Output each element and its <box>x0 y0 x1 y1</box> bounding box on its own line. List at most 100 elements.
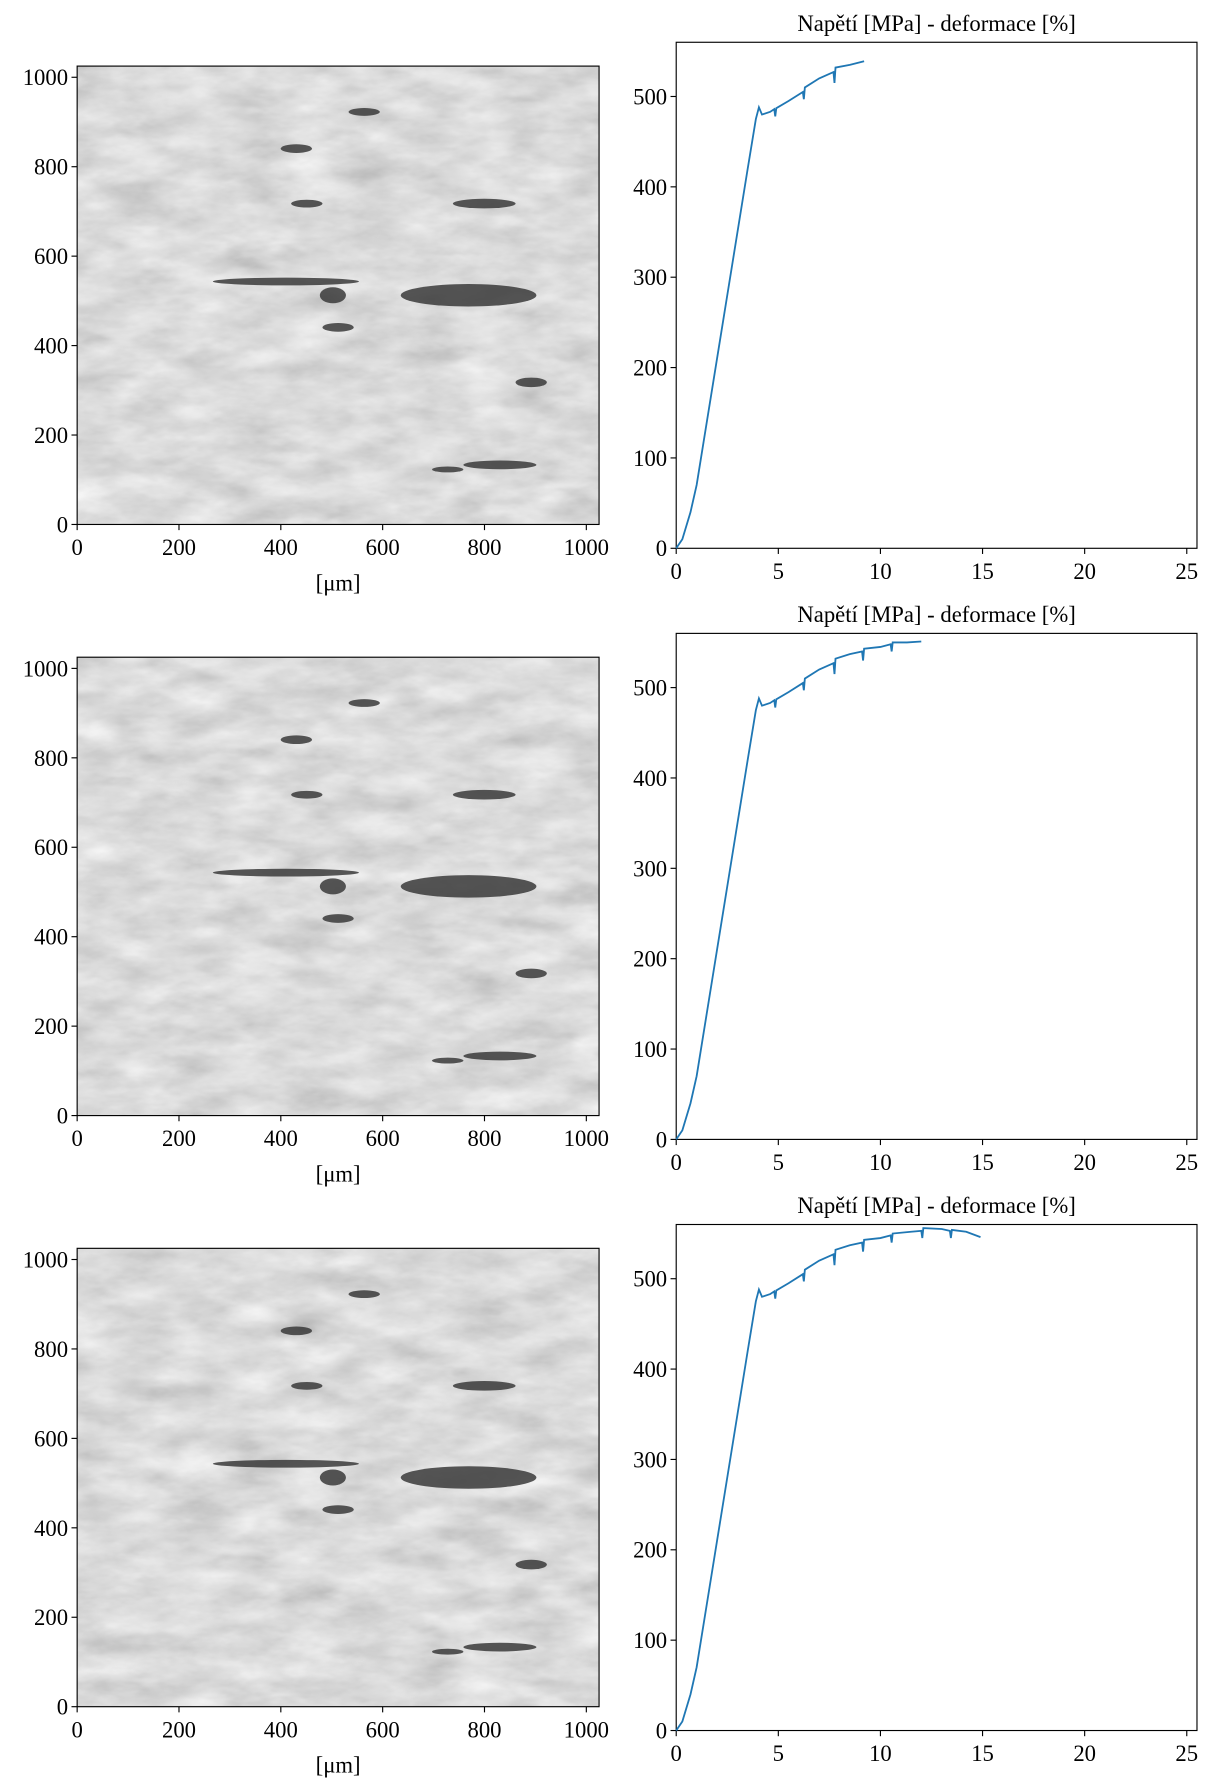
x-tick-label: 0 <box>71 1717 82 1742</box>
pore <box>322 1505 354 1514</box>
y-tick-label: 300 <box>633 1447 667 1472</box>
pore <box>322 914 354 923</box>
pore <box>280 1326 313 1336</box>
pore <box>322 323 354 332</box>
y-tick-label: 400 <box>633 175 667 200</box>
y-tick-label: 200 <box>34 1014 68 1039</box>
x-tick-label: 200 <box>162 535 196 560</box>
y-tick-label: 0 <box>57 512 68 537</box>
x-axis-label: [μm] <box>316 1753 361 1778</box>
y-tick-label: 400 <box>34 925 68 950</box>
x-tick-label: 200 <box>162 1126 196 1151</box>
y-tick-label: 0 <box>656 1127 667 1152</box>
x-tick-label: 10 <box>869 1150 892 1175</box>
x-tick-label: 15 <box>971 1741 994 1766</box>
y-tick-label: 1000 <box>23 656 68 681</box>
pore <box>463 1051 537 1061</box>
y-tick-label: 400 <box>633 1357 667 1382</box>
y-tick-label: 0 <box>57 1104 68 1129</box>
y-tick-label: 0 <box>656 536 667 561</box>
x-tick-label: 0 <box>71 1126 82 1151</box>
x-tick-label: 200 <box>162 1717 196 1742</box>
x-tick-label: 600 <box>366 1126 400 1151</box>
pore <box>212 277 359 286</box>
pore <box>291 790 323 799</box>
pore <box>463 460 537 470</box>
y-tick-label: 800 <box>34 155 68 180</box>
y-tick-label: 400 <box>34 1516 68 1541</box>
x-tick-label: 0 <box>671 1150 682 1175</box>
y-tick-label: 600 <box>34 835 68 860</box>
pore <box>280 735 313 745</box>
pore <box>291 1381 323 1390</box>
axes-frame <box>76 1247 600 1708</box>
x-tick-label: 600 <box>366 1717 400 1742</box>
pore <box>319 878 346 895</box>
x-tick-label: 20 <box>1073 1150 1096 1175</box>
pore <box>452 789 516 800</box>
y-tick-label: 200 <box>633 1538 667 1563</box>
x-tick-label: 400 <box>264 1717 298 1742</box>
y-tick-label: 1000 <box>23 65 68 90</box>
x-tick-label: 400 <box>264 535 298 560</box>
pore <box>432 466 464 473</box>
y-tick-label: 200 <box>633 356 667 381</box>
pore <box>291 199 323 208</box>
x-tick-label: 20 <box>1073 559 1096 584</box>
y-tick-label: 500 <box>633 1267 667 1292</box>
chart-title: Napětí [MPa] - deformace [%] <box>797 602 1075 627</box>
pore <box>212 868 359 877</box>
y-tick-label: 400 <box>34 334 68 359</box>
y-tick-label: 500 <box>633 676 667 701</box>
pore <box>400 1466 537 1489</box>
y-tick-label: 800 <box>34 1337 68 1362</box>
y-tick-label: 1000 <box>23 1247 68 1272</box>
pore <box>348 108 380 116</box>
y-tick-label: 0 <box>656 1718 667 1743</box>
pore <box>432 1648 464 1655</box>
y-tick-label: 600 <box>34 244 68 269</box>
pore <box>400 284 537 307</box>
x-tick-label: 0 <box>671 1741 682 1766</box>
x-tick-label: 1000 <box>564 1126 609 1151</box>
x-tick-label: 25 <box>1175 1741 1198 1766</box>
y-tick-label: 200 <box>34 423 68 448</box>
pore <box>515 1559 547 1570</box>
chart-title: Napětí [MPa] - deformace [%] <box>797 11 1075 36</box>
pore <box>515 968 547 979</box>
x-tick-label: 20 <box>1073 1741 1096 1766</box>
y-tick-label: 0 <box>57 1695 68 1720</box>
y-tick-label: 200 <box>633 947 667 972</box>
y-tick-label: 400 <box>633 766 667 791</box>
x-tick-label: 10 <box>869 559 892 584</box>
y-tick-label: 100 <box>633 1628 667 1653</box>
y-tick-label: 100 <box>633 446 667 471</box>
x-tick-label: 800 <box>467 1717 501 1742</box>
pore <box>319 1469 346 1486</box>
axes-frame <box>76 65 600 526</box>
pore <box>348 1290 380 1299</box>
x-tick-label: 800 <box>467 1126 501 1151</box>
x-tick-label: 15 <box>971 559 994 584</box>
stress-strain-line <box>675 1227 981 1732</box>
pore <box>319 287 346 304</box>
y-tick-label: 600 <box>34 1426 68 1451</box>
x-axis-label: [μm] <box>316 1161 361 1186</box>
x-tick-label: 10 <box>869 1741 892 1766</box>
pore <box>280 144 313 153</box>
stress-strain-line <box>675 60 865 549</box>
x-tick-label: 25 <box>1175 559 1198 584</box>
pore <box>348 699 380 707</box>
pore <box>400 875 537 898</box>
y-tick-label: 300 <box>633 265 667 290</box>
x-tick-label: 1000 <box>564 535 609 560</box>
y-tick-label: 300 <box>633 856 667 881</box>
stress-strain-line <box>675 640 922 1140</box>
pore <box>515 377 547 388</box>
pore <box>452 1381 516 1391</box>
pore <box>452 198 516 209</box>
x-tick-label: 5 <box>773 559 784 584</box>
x-tick-label: 1000 <box>564 1717 609 1742</box>
x-tick-label: 0 <box>671 559 682 584</box>
